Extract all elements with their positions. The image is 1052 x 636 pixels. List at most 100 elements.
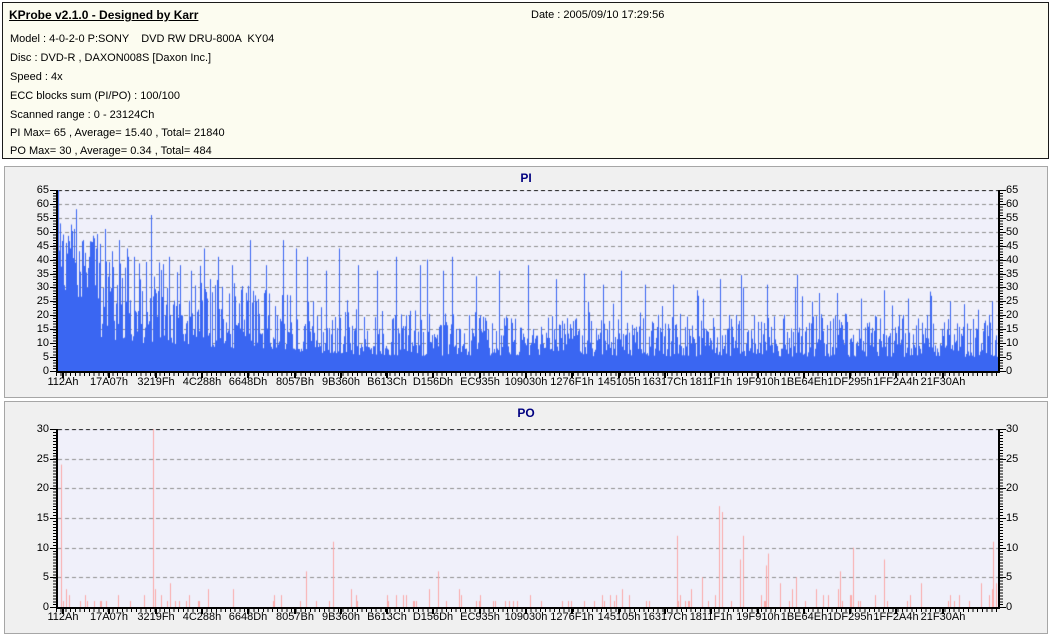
y-axis-tick — [50, 287, 56, 288]
info-line-disc: Disc : DVD-R , DAXON008S [Daxon Inc.] — [10, 52, 212, 64]
y-axis-tick — [50, 577, 56, 578]
y-axis-label: 20 — [36, 482, 49, 494]
y-axis-label: 10 — [36, 542, 49, 554]
y-axis-tick — [1000, 459, 1006, 460]
y-axis-tick — [50, 246, 56, 247]
x-axis-tick — [571, 373, 573, 378]
y-axis-tick — [1000, 232, 1006, 233]
y-axis-tick — [50, 301, 56, 302]
x-axis-tick — [155, 373, 157, 378]
x-axis-tick — [247, 373, 249, 378]
x-axis-tick — [386, 609, 388, 614]
y-axis-tick — [50, 548, 56, 549]
y-axis-label: 5 — [42, 351, 49, 363]
x-axis-label: 112Ah — [47, 376, 79, 388]
x-axis-tick — [294, 609, 296, 614]
y-axis-tick — [1000, 246, 1006, 247]
y-axis-minor-ticks-left — [53, 190, 56, 371]
y-axis-tick — [50, 204, 56, 205]
y-axis-label: 5 — [1006, 571, 1013, 583]
y-axis-tick — [50, 429, 56, 430]
y-axis-tick — [50, 190, 56, 191]
y-axis-label: 0 — [1006, 601, 1013, 613]
x-axis-tick — [432, 373, 434, 378]
y-axis-tick — [50, 260, 56, 261]
y-axis-tick — [50, 315, 56, 316]
x-axis-label: 3219Fh — [137, 611, 175, 623]
x-axis-tick — [201, 609, 203, 614]
x-axis-tick — [108, 609, 110, 614]
y-axis-label: 30 — [1006, 281, 1019, 293]
chart-title: PI — [520, 171, 532, 185]
x-axis-tick — [849, 373, 851, 378]
y-axis-label: 20 — [1006, 309, 1019, 321]
x-axis-label: 109030h — [504, 376, 548, 388]
x-axis-tick — [803, 609, 805, 614]
y-axis-tick — [50, 274, 56, 275]
x-axis-label: 8057Bh — [276, 376, 314, 388]
y-axis-label: 50 — [1006, 226, 1019, 238]
x-axis-label: B613Ch — [367, 611, 407, 623]
y-axis-tick — [1000, 371, 1006, 372]
y-axis-label: 25 — [36, 453, 49, 465]
y-axis-tick — [1000, 577, 1006, 578]
x-axis-label: D156Dh — [412, 611, 454, 623]
x-axis-label: 1DF295h — [827, 376, 873, 388]
x-axis-tick — [108, 373, 110, 378]
x-axis-label: 1276F1h — [550, 376, 594, 388]
x-axis-label: 145105h — [597, 376, 641, 388]
y-axis-label: 45 — [1006, 240, 1019, 252]
y-axis-tick — [1000, 607, 1006, 608]
info-line-ecc: ECC blocks sum (PI/PO) : 100/100 — [10, 90, 180, 102]
x-axis-minor-ticks — [56, 373, 1000, 376]
x-axis-tick — [895, 609, 897, 614]
y-axis-tick — [1000, 274, 1006, 275]
x-axis-tick — [340, 609, 342, 614]
y-axis-tick — [1000, 315, 1006, 316]
x-axis-label: 4C288h — [182, 376, 222, 388]
x-axis-tick — [571, 609, 573, 614]
y-axis-label: 20 — [36, 309, 49, 321]
x-axis-label: 145105h — [597, 611, 641, 623]
x-axis-label: 6648Dh — [228, 611, 268, 623]
x-axis-label: 1276F1h — [550, 611, 594, 623]
x-axis-tick — [247, 609, 249, 614]
y-axis-minor-ticks-right — [1000, 190, 1003, 371]
y-axis-label: 55 — [1006, 212, 1019, 224]
y-axis-label: 5 — [42, 571, 49, 583]
x-axis-tick — [62, 373, 64, 378]
x-axis-tick — [618, 609, 620, 614]
y-axis-tick — [1000, 548, 1006, 549]
y-axis-tick — [50, 459, 56, 460]
app-title: KProbe v2.1.0 - Designed by Karr — [9, 8, 199, 22]
y-axis-label: 25 — [36, 295, 49, 307]
x-axis-tick — [849, 609, 851, 614]
x-axis-tick — [942, 373, 944, 378]
y-axis-label: 10 — [1006, 542, 1019, 554]
pi-panel: PI 0 0 5 5 10 10 15 15 20 20 25 25 30 30 35 35 40 40 45 45 5… — [4, 166, 1048, 398]
x-axis-tick — [479, 373, 481, 378]
y-axis-tick — [50, 218, 56, 219]
y-axis-label: 30 — [36, 281, 49, 293]
y-axis-label: 50 — [36, 226, 49, 238]
chart-title: PO — [517, 406, 535, 420]
x-axis-label: 19F910h — [736, 376, 780, 388]
y-axis-label: 5 — [1006, 351, 1013, 363]
x-axis-label: 1FF2A4h — [873, 376, 919, 388]
x-axis-tick — [62, 609, 64, 614]
y-axis-label: 15 — [1006, 512, 1019, 524]
y-axis-label: 0 — [1006, 365, 1013, 377]
x-axis-label: 1811F1h — [689, 376, 733, 388]
po-panel: PO 0 0 5 5 10 10 15 15 20 20 25 25 30 30 112Ah 17A07h 32… — [4, 401, 1048, 634]
x-axis-label: 6648Dh — [228, 376, 268, 388]
y-axis-tick — [1000, 357, 1006, 358]
y-axis-label: 10 — [1006, 337, 1019, 349]
y-axis-label: 0 — [42, 365, 49, 377]
x-axis-label: 9B360h — [322, 376, 360, 388]
x-axis-tick — [618, 373, 620, 378]
x-axis-label: EC935h — [460, 376, 500, 388]
x-axis-tick — [155, 609, 157, 614]
y-axis-label: 25 — [1006, 295, 1019, 307]
x-axis-label: 16317Ch — [642, 376, 688, 388]
y-axis-label: 55 — [36, 212, 49, 224]
